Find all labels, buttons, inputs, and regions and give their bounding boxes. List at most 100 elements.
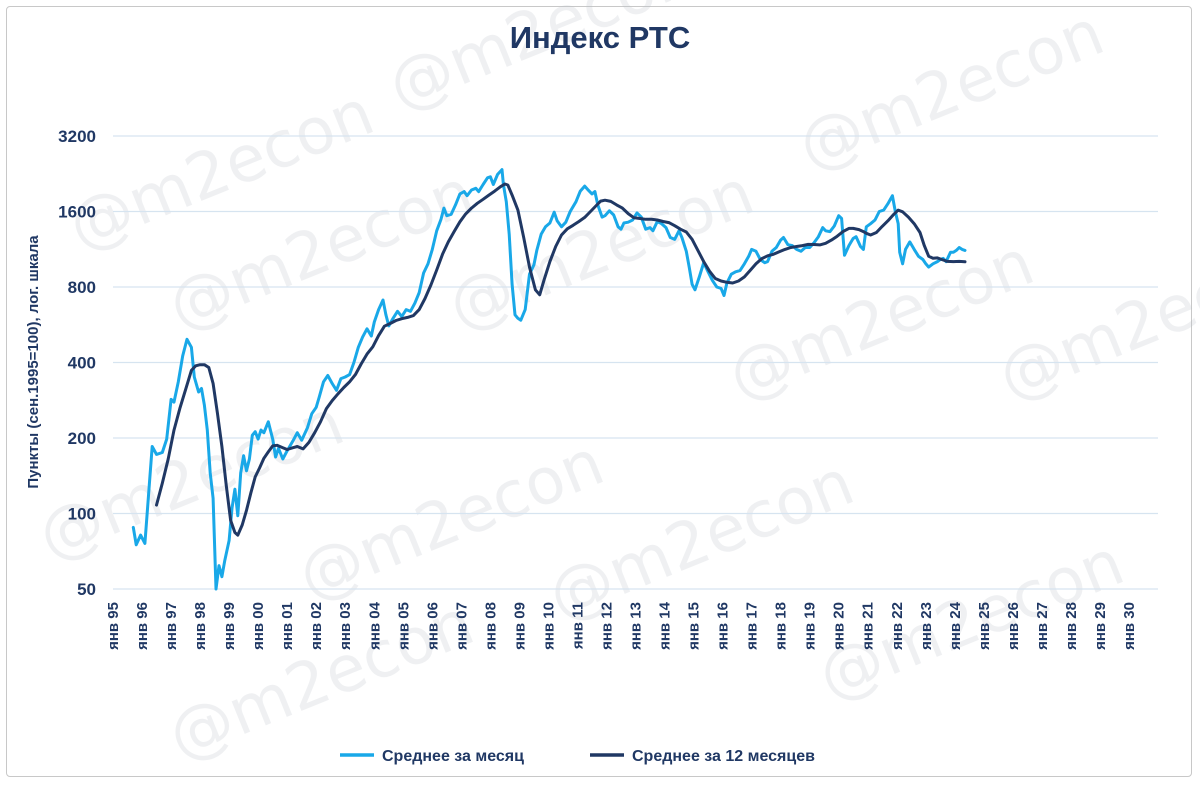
data-point	[151, 445, 153, 448]
x-tick-label: янв 08	[482, 602, 499, 650]
data-point	[173, 429, 175, 431]
data-point	[801, 244, 804, 247]
data-point	[766, 260, 769, 263]
data-point	[406, 316, 409, 319]
data-point	[685, 231, 688, 233]
data-point	[325, 407, 328, 410]
x-tick-label: янв 24	[947, 601, 964, 650]
data-point	[412, 314, 415, 317]
data-point	[604, 214, 606, 217]
x-tick-label: янв 00	[250, 602, 267, 650]
data-point	[734, 271, 737, 273]
data-point	[652, 230, 654, 232]
data-point	[186, 338, 188, 341]
data-point	[401, 317, 403, 320]
data-point	[267, 451, 270, 453]
data-point	[840, 217, 843, 220]
data-point	[424, 297, 426, 300]
data-point	[216, 412, 219, 415]
watermark-text: @m2econ	[438, 156, 764, 345]
data-point	[673, 224, 676, 227]
data-point	[197, 391, 200, 393]
data-point	[778, 251, 780, 253]
data-point	[763, 261, 766, 264]
data-point	[135, 544, 137, 546]
data-point	[155, 453, 158, 456]
data-point	[878, 210, 881, 213]
data-point	[296, 445, 299, 448]
data-point	[771, 250, 773, 253]
data-point	[344, 376, 347, 378]
data-point	[673, 238, 676, 241]
data-point	[453, 230, 455, 233]
data-point	[644, 228, 647, 230]
y-tick-label: 200	[68, 429, 96, 448]
data-point	[560, 234, 563, 236]
data-point	[517, 209, 519, 211]
data-point	[212, 497, 214, 500]
data-point	[922, 258, 924, 261]
data-point	[507, 184, 509, 186]
data-point	[203, 404, 206, 407]
data-point	[372, 346, 374, 348]
y-axis-label: Пункты (сен.1995=100), лог. шкала	[25, 235, 42, 489]
data-point	[422, 272, 425, 274]
data-point	[669, 236, 672, 239]
chart-frame	[6, 6, 1192, 777]
data-point	[199, 363, 201, 366]
data-point	[556, 219, 558, 222]
data-point	[784, 248, 786, 251]
data-point	[263, 431, 265, 434]
data-point	[306, 426, 309, 429]
data-point	[955, 249, 958, 252]
data-point	[392, 317, 394, 320]
data-point	[370, 335, 373, 337]
data-point	[843, 254, 846, 257]
data-point	[274, 456, 277, 458]
data-point	[869, 234, 872, 236]
data-point	[488, 194, 490, 196]
data-point	[475, 187, 477, 190]
data-point	[250, 491, 252, 494]
data-point	[631, 219, 634, 221]
data-point	[731, 282, 734, 284]
data-point	[520, 319, 522, 322]
y-tick-label: 800	[68, 278, 96, 297]
data-point	[644, 218, 647, 221]
data-point	[583, 185, 586, 187]
x-tick-label: янв 03	[337, 602, 354, 650]
x-tick-label: янв 21	[860, 602, 877, 650]
data-point	[958, 246, 960, 249]
data-point	[315, 406, 318, 409]
data-point	[830, 239, 833, 241]
data-point	[224, 559, 226, 562]
data-point	[595, 204, 598, 207]
data-point	[543, 279, 545, 281]
data-point	[932, 257, 934, 260]
data-point	[749, 269, 751, 272]
data-point	[331, 382, 334, 385]
data-point	[524, 308, 526, 311]
data-point	[311, 412, 313, 415]
data-point	[617, 226, 619, 228]
data-point	[807, 243, 809, 246]
x-tick-label: янв 13	[628, 602, 645, 650]
data-point	[887, 219, 889, 222]
data-point	[501, 168, 503, 171]
data-point	[913, 248, 915, 251]
data-point	[575, 200, 577, 203]
data-point	[665, 226, 667, 229]
data-point	[206, 429, 209, 431]
data-point	[572, 224, 574, 227]
data-point	[177, 381, 180, 383]
data-point	[859, 245, 862, 248]
y-tick-label: 1600	[58, 203, 96, 222]
data-point	[819, 244, 821, 246]
x-tick-label: янв 97	[163, 602, 180, 650]
data-point	[418, 291, 421, 294]
data-point	[239, 472, 242, 474]
data-point	[639, 217, 641, 220]
data-point	[514, 314, 516, 316]
data-point	[229, 519, 232, 521]
data-point	[913, 222, 915, 225]
